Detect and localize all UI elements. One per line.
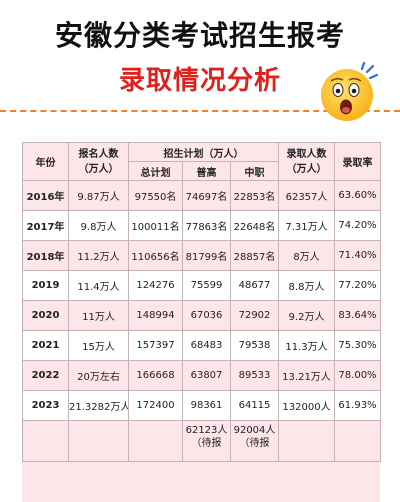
shocked-face-emoji-icon	[321, 62, 379, 121]
cell-admitted: 132000人	[278, 390, 335, 421]
page-title: 安徽分类考试招生报考	[54, 19, 345, 52]
header-rate: 录取率	[334, 142, 381, 181]
cell-year	[22, 420, 69, 462]
cell-plan-total: 172400	[128, 390, 183, 421]
cell-applicants: 11万人	[68, 300, 129, 331]
cell-admitted: 11.3万人	[278, 330, 335, 361]
cell-admitted: 8.8万人	[278, 270, 335, 301]
cell-plan-total: 100011名	[128, 210, 183, 241]
cell-rate: 75.30%	[334, 330, 381, 361]
cell-admitted: 13.21万人	[278, 360, 335, 391]
cell-rate: 63.60%	[334, 180, 381, 211]
cell-year: 2021	[22, 330, 69, 361]
cell-rate: 83.64%	[334, 300, 381, 331]
cell-applicants: 9.87万人	[68, 180, 129, 211]
cell-plan-general: 98361	[182, 390, 231, 421]
cell-plan-general: 62123人（待报	[182, 420, 231, 462]
cell-year: 2019	[22, 270, 69, 301]
table-row: 2017年 9.8万人 100011名 77863名 22648名 7.31万人…	[22, 210, 381, 241]
header-year: 年份	[22, 142, 69, 181]
cell-plan-general: 63807	[182, 360, 231, 391]
header-admitted-text: 录取人数（万人）	[286, 148, 327, 175]
table-row-partial: 62123人（待报 92004人（待报	[22, 420, 381, 462]
table-row: 2018年 11.2万人 110656名 81799名 28857名 8万人 7…	[22, 240, 381, 271]
header-plan-vocational: 中职	[230, 161, 279, 181]
cell-plan-vocational: 22648名	[230, 210, 279, 241]
cell-rate: 78.00%	[334, 360, 381, 391]
table-row: 2023 21.3282万人 172400 98361 64115 132000…	[22, 390, 381, 421]
header-plan-total: 总计划	[128, 161, 183, 181]
cell-applicants: 21.3282万人	[68, 390, 129, 421]
cell-rate: 74.20%	[334, 210, 381, 241]
cell-year: 2023	[22, 390, 69, 421]
dashed-divider	[0, 110, 400, 112]
cell-plan-general: 75599	[182, 270, 231, 301]
cell-year: 2020	[22, 300, 69, 331]
cell-rate: 71.40%	[334, 240, 381, 271]
cell-plan-vocational: 28857名	[230, 240, 279, 271]
table-row: 2021 15万人 157397 68483 79538 11.3万人 75.3…	[22, 330, 381, 361]
cell-plan-vocational: 89533	[230, 360, 279, 391]
cell-year: 2022	[22, 360, 69, 391]
header-admitted: 录取人数（万人）	[278, 142, 335, 181]
cell-plan-total: 148994	[128, 300, 183, 331]
table-row: 2020 11万人 148994 67036 72902 9.2万人 83.64…	[22, 300, 381, 331]
cell-admitted: 8万人	[278, 240, 335, 271]
cell-applicants	[68, 420, 129, 462]
cell-applicants: 15万人	[68, 330, 129, 361]
cell-plan-total: 124276	[128, 270, 183, 301]
table-row: 2019 11.4万人 124276 75599 48677 8.8万人 77.…	[22, 270, 381, 301]
cell-admitted	[278, 420, 335, 462]
header-applicants: 报名人数（万人）	[68, 142, 129, 181]
cell-admitted: 7.31万人	[278, 210, 335, 241]
cell-plan-vocational: 64115	[230, 390, 279, 421]
cell-year: 2018年	[22, 240, 69, 271]
cell-plan-general: 68483	[182, 330, 231, 361]
cell-year: 2017年	[22, 210, 69, 241]
cell-applicants: 11.2万人	[68, 240, 129, 271]
cell-rate	[334, 420, 381, 462]
cell-applicants: 9.8万人	[68, 210, 129, 241]
cell-plan-general: 74697名	[182, 180, 231, 211]
cell-plan-general: 81799名	[182, 240, 231, 271]
cell-rate: 61.93%	[334, 390, 381, 421]
cell-plan-vocational-text: 92004人（待报	[233, 425, 276, 449]
cell-admitted: 62357人	[278, 180, 335, 211]
table-row: 2022 20万左右 166668 63807 89533 13.21万人 78…	[22, 360, 381, 391]
cell-plan-total: 110656名	[128, 240, 183, 271]
cell-applicants: 20万左右	[68, 360, 129, 391]
cell-year: 2016年	[22, 180, 69, 211]
cell-plan-vocational: 92004人（待报	[230, 420, 279, 462]
cell-plan-total	[128, 420, 183, 462]
cell-plan-general: 77863名	[182, 210, 231, 241]
page-subtitle: 录取情况分析	[118, 66, 281, 96]
cell-plan-vocational: 48677	[230, 270, 279, 301]
cell-plan-vocational: 79538	[230, 330, 279, 361]
cell-rate: 77.20%	[334, 270, 381, 301]
header-plan-group: 招生计划（万人）	[128, 142, 279, 162]
table-row: 2016年 9.87万人 97550名 74697名 22853名 62357人…	[22, 180, 381, 211]
admission-table: 年份 报名人数（万人） 招生计划（万人） 录取人数（万人） 录取率 总计划 普高…	[22, 142, 381, 462]
cell-plan-total: 157397	[128, 330, 183, 361]
cell-plan-general: 67036	[182, 300, 231, 331]
cell-plan-general-text: 62123人（待报	[185, 425, 228, 449]
header-applicants-text: 报名人数（万人）	[78, 148, 119, 175]
cell-applicants: 11.4万人	[68, 270, 129, 301]
header-plan-general: 普高	[182, 161, 231, 181]
cell-plan-vocational: 22853名	[230, 180, 279, 211]
cell-admitted: 9.2万人	[278, 300, 335, 331]
cell-plan-vocational: 72902	[230, 300, 279, 331]
cell-plan-total: 97550名	[128, 180, 183, 211]
cell-plan-total: 166668	[128, 360, 183, 391]
